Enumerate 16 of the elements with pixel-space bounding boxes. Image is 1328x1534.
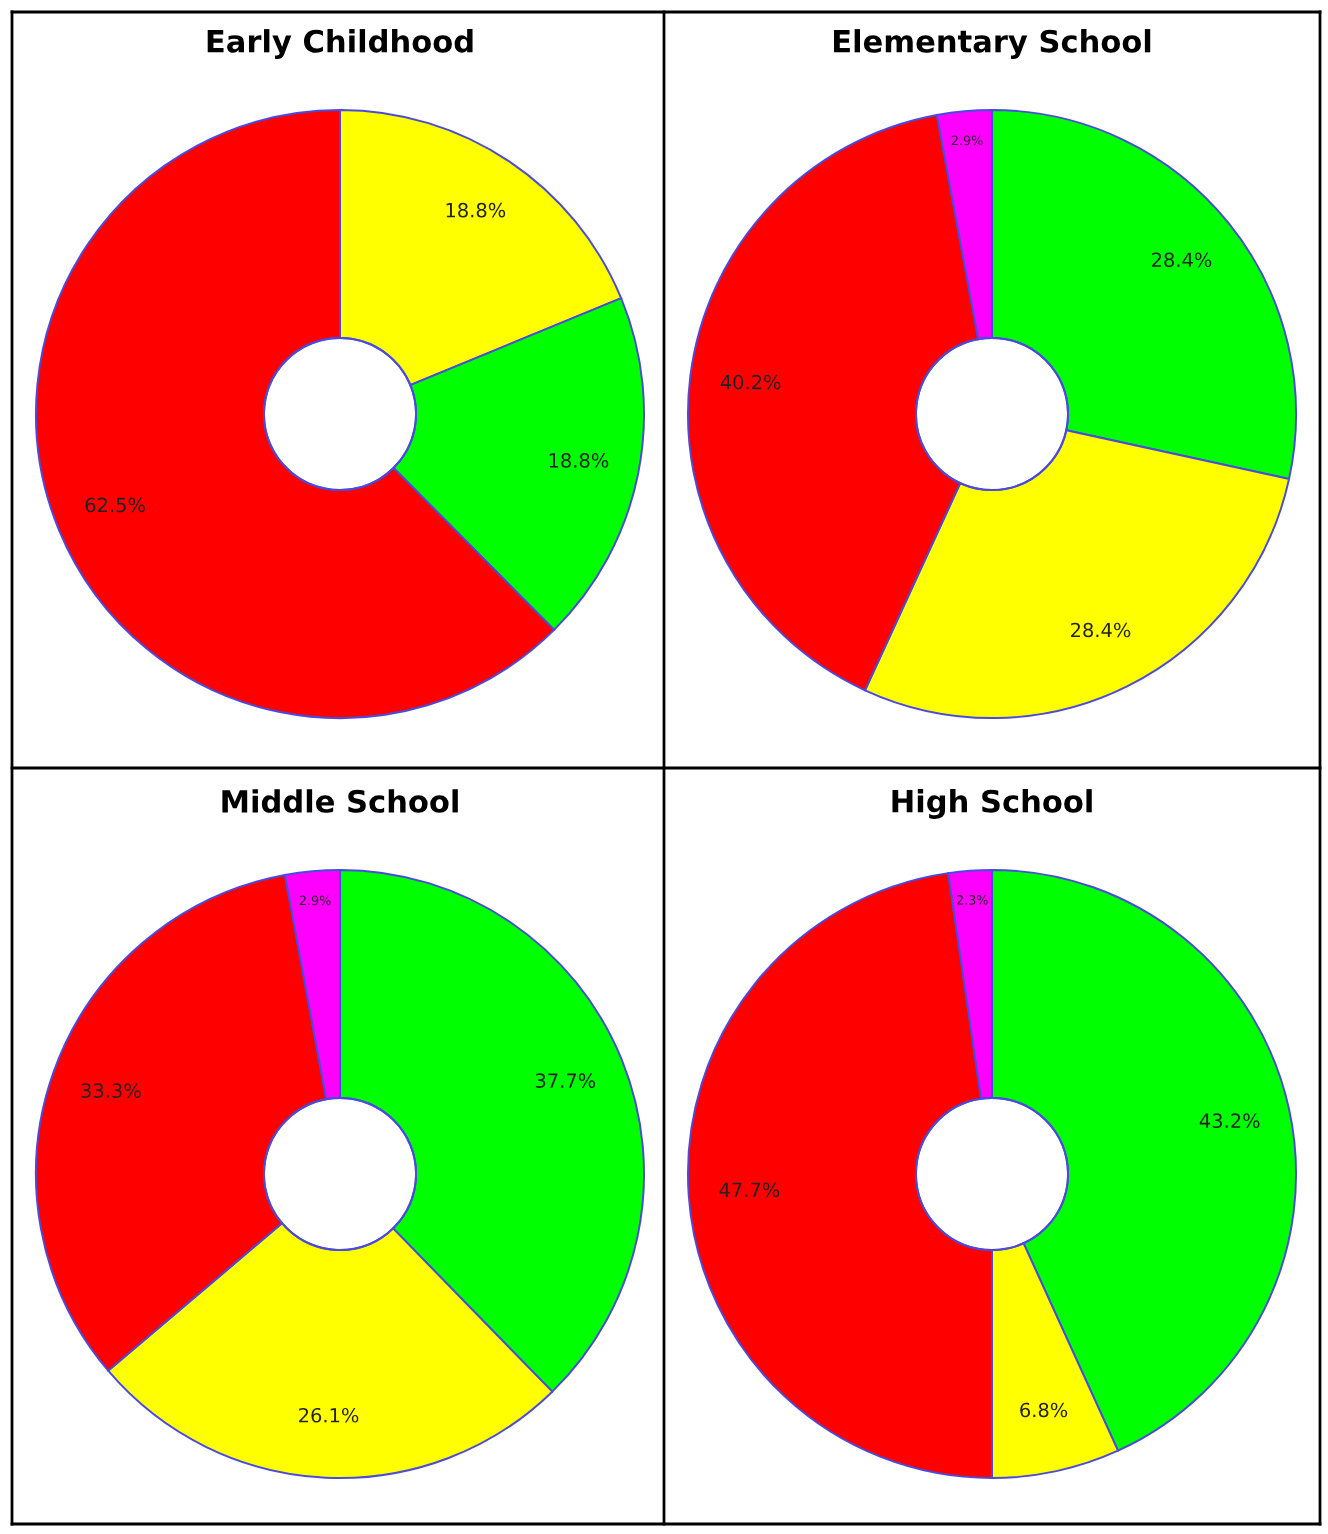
chart-title: High School	[892, 789, 1092, 819]
chart-title: Early Childhood	[207, 29, 473, 59]
data-label: 18.8%	[549, 453, 609, 468]
data-label: 26.1%	[299, 1407, 359, 1423]
data-label: 47.7%	[719, 1182, 780, 1198]
data-label: 40.2%	[720, 374, 781, 390]
chart-title: Elementary School	[834, 29, 1151, 59]
data-label: 6.8%	[1020, 1402, 1068, 1418]
data-label: 33.3%	[81, 1083, 141, 1098]
data-label: 18.8%	[446, 202, 506, 218]
data-label: 62.5%	[85, 497, 145, 513]
data-label: 28.4%	[1071, 622, 1131, 638]
data-label: 28.4%	[1152, 252, 1212, 268]
chart-title: Middle School	[222, 789, 458, 813]
data-label: 37.7%	[535, 1073, 596, 1088]
data-label: 43.2%	[1199, 1113, 1260, 1129]
